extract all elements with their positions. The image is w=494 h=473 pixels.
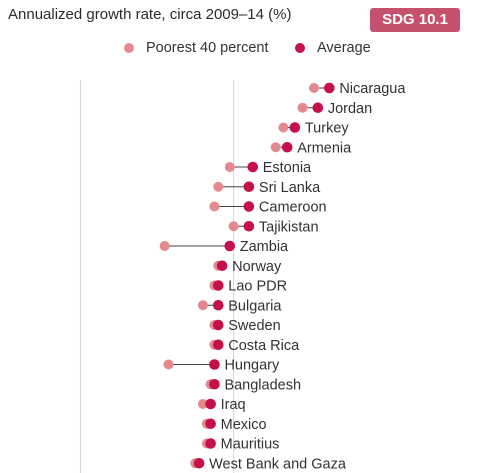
country-label: Norway: [232, 259, 282, 275]
country-label: Lao PDR: [228, 279, 287, 295]
country-label: Sri Lanka: [259, 180, 321, 196]
point-poorest: [270, 142, 281, 153]
point-average: [243, 201, 255, 212]
country-label: Bangladesh: [224, 377, 301, 393]
point-average: [212, 319, 224, 331]
country-label: Mexico: [221, 417, 267, 433]
country-label: Bulgaria: [228, 298, 282, 314]
country-label: Tajikistan: [259, 219, 319, 235]
point-poorest: [209, 201, 220, 212]
point-average: [243, 181, 255, 193]
country-label: Jordan: [328, 101, 372, 117]
country-label: Estonia: [263, 160, 312, 176]
legend-marker-poorest: [124, 43, 134, 53]
legend: Poorest 40 percent Average: [0, 38, 494, 58]
legend-label-average: Average: [317, 40, 371, 56]
point-average: [281, 141, 293, 153]
legend-label-poorest: Poorest 40 percent: [146, 40, 269, 56]
point-average: [209, 378, 220, 390]
chart-title: Annualized growth rate, circa 2009–14 (%…: [8, 6, 292, 23]
country-label: Armenia: [297, 140, 352, 156]
point-poorest: [197, 399, 208, 409]
point-average: [247, 161, 259, 173]
sdg-badge: SDG 10.1: [370, 8, 460, 32]
point-average: [312, 102, 324, 114]
point-average: [224, 240, 236, 252]
point-average: [193, 457, 205, 469]
point-poorest: [228, 221, 239, 232]
point-average: [212, 280, 224, 291]
country-label: Hungary: [224, 358, 280, 374]
legend-item-average: Average: [295, 38, 371, 58]
point-average: [212, 339, 224, 351]
point-average: [205, 398, 216, 410]
point-poorest: [159, 241, 170, 251]
point-poorest: [224, 162, 235, 172]
country-label: Mauritius: [221, 437, 280, 453]
point-average: [289, 122, 301, 133]
country-label: Iraq: [221, 397, 246, 413]
point-poorest: [197, 300, 208, 311]
country-label: Sweden: [228, 318, 280, 334]
point-poorest: [297, 102, 308, 113]
country-label: West Bank and Gaza: [209, 456, 347, 472]
point-average: [212, 299, 224, 311]
point-poorest: [163, 359, 174, 370]
point-poorest: [213, 181, 224, 192]
country-label: Zambia: [240, 239, 289, 255]
country-label: Cameroon: [259, 200, 327, 216]
point-poorest: [278, 122, 289, 133]
point-poorest: [309, 83, 320, 93]
point-average: [205, 438, 216, 449]
point-average: [324, 82, 335, 94]
point-average: [243, 220, 255, 232]
country-label: Costa Rica: [228, 338, 300, 354]
country-label: Nicaragua: [339, 81, 406, 97]
point-average: [205, 418, 216, 430]
point-average: [209, 359, 220, 370]
legend-marker-average: [295, 43, 305, 53]
country-label: Turkey: [305, 121, 350, 137]
legend-item-poorest: Poorest 40 percent: [124, 38, 269, 58]
point-average: [216, 260, 228, 272]
